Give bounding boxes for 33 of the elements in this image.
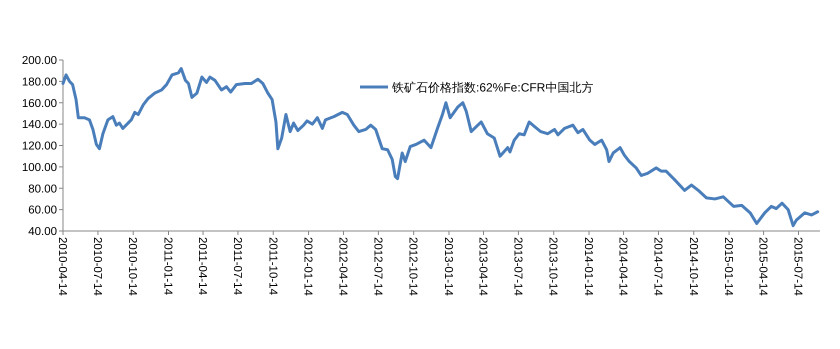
y-tick-label: 120.00 bbox=[22, 140, 57, 152]
x-tick-label: 2013-10-14 bbox=[546, 237, 559, 296]
x-tick-label: 2011-04-14 bbox=[196, 237, 208, 296]
x-tick-label: 2010-10-14 bbox=[126, 237, 138, 296]
y-tick-label: 180.00 bbox=[22, 76, 57, 88]
x-tick-label: 2013-01-14 bbox=[442, 237, 454, 296]
x-tick-label: 2012-04-14 bbox=[336, 237, 348, 296]
x-tick-label: 2014-07-14 bbox=[651, 237, 664, 296]
legend-label: 铁矿石价格指数:62%Fe:CFR中国北方 bbox=[391, 80, 594, 94]
x-tick-label: 2012-07-14 bbox=[371, 237, 384, 296]
x-tick-label: 2011-10-14 bbox=[266, 237, 278, 296]
y-tick-label: 40.00 bbox=[28, 226, 57, 238]
y-tick-label: 100.00 bbox=[22, 162, 57, 174]
x-tick-label: 2010-07-14 bbox=[90, 237, 103, 296]
x-tick-label: 2013-04-14 bbox=[476, 237, 489, 296]
x-tick-label: 2015-04-14 bbox=[756, 237, 769, 296]
y-tick-label: 200.00 bbox=[22, 55, 57, 67]
x-tick-label: 2011-07-14 bbox=[230, 237, 243, 296]
x-tick-label: 2014-01-14 bbox=[582, 237, 594, 296]
y-tick-label: 160.00 bbox=[22, 98, 57, 110]
y-tick-label: 60.00 bbox=[28, 204, 57, 217]
x-tick-label: 2011-01-14 bbox=[162, 237, 174, 296]
x-tick-label: 2012-10-14 bbox=[406, 237, 419, 296]
line-series bbox=[62, 67, 820, 228]
x-tick-label: 2013-07-14 bbox=[511, 237, 524, 296]
x-tick-label: 2010-04-14 bbox=[56, 237, 68, 296]
y-tick-label: 80.00 bbox=[28, 183, 57, 196]
x-tick-label: 2015-07-14 bbox=[792, 237, 804, 296]
x-tick-label: 2012-01-14 bbox=[302, 237, 314, 296]
y-tick-label: 140.00 bbox=[22, 119, 57, 132]
x-tick-label: 2014-10-14 bbox=[686, 237, 699, 296]
x-tick-label: 2014-04-14 bbox=[616, 237, 629, 296]
x-tick-label: 2015-01-14 bbox=[722, 237, 734, 296]
